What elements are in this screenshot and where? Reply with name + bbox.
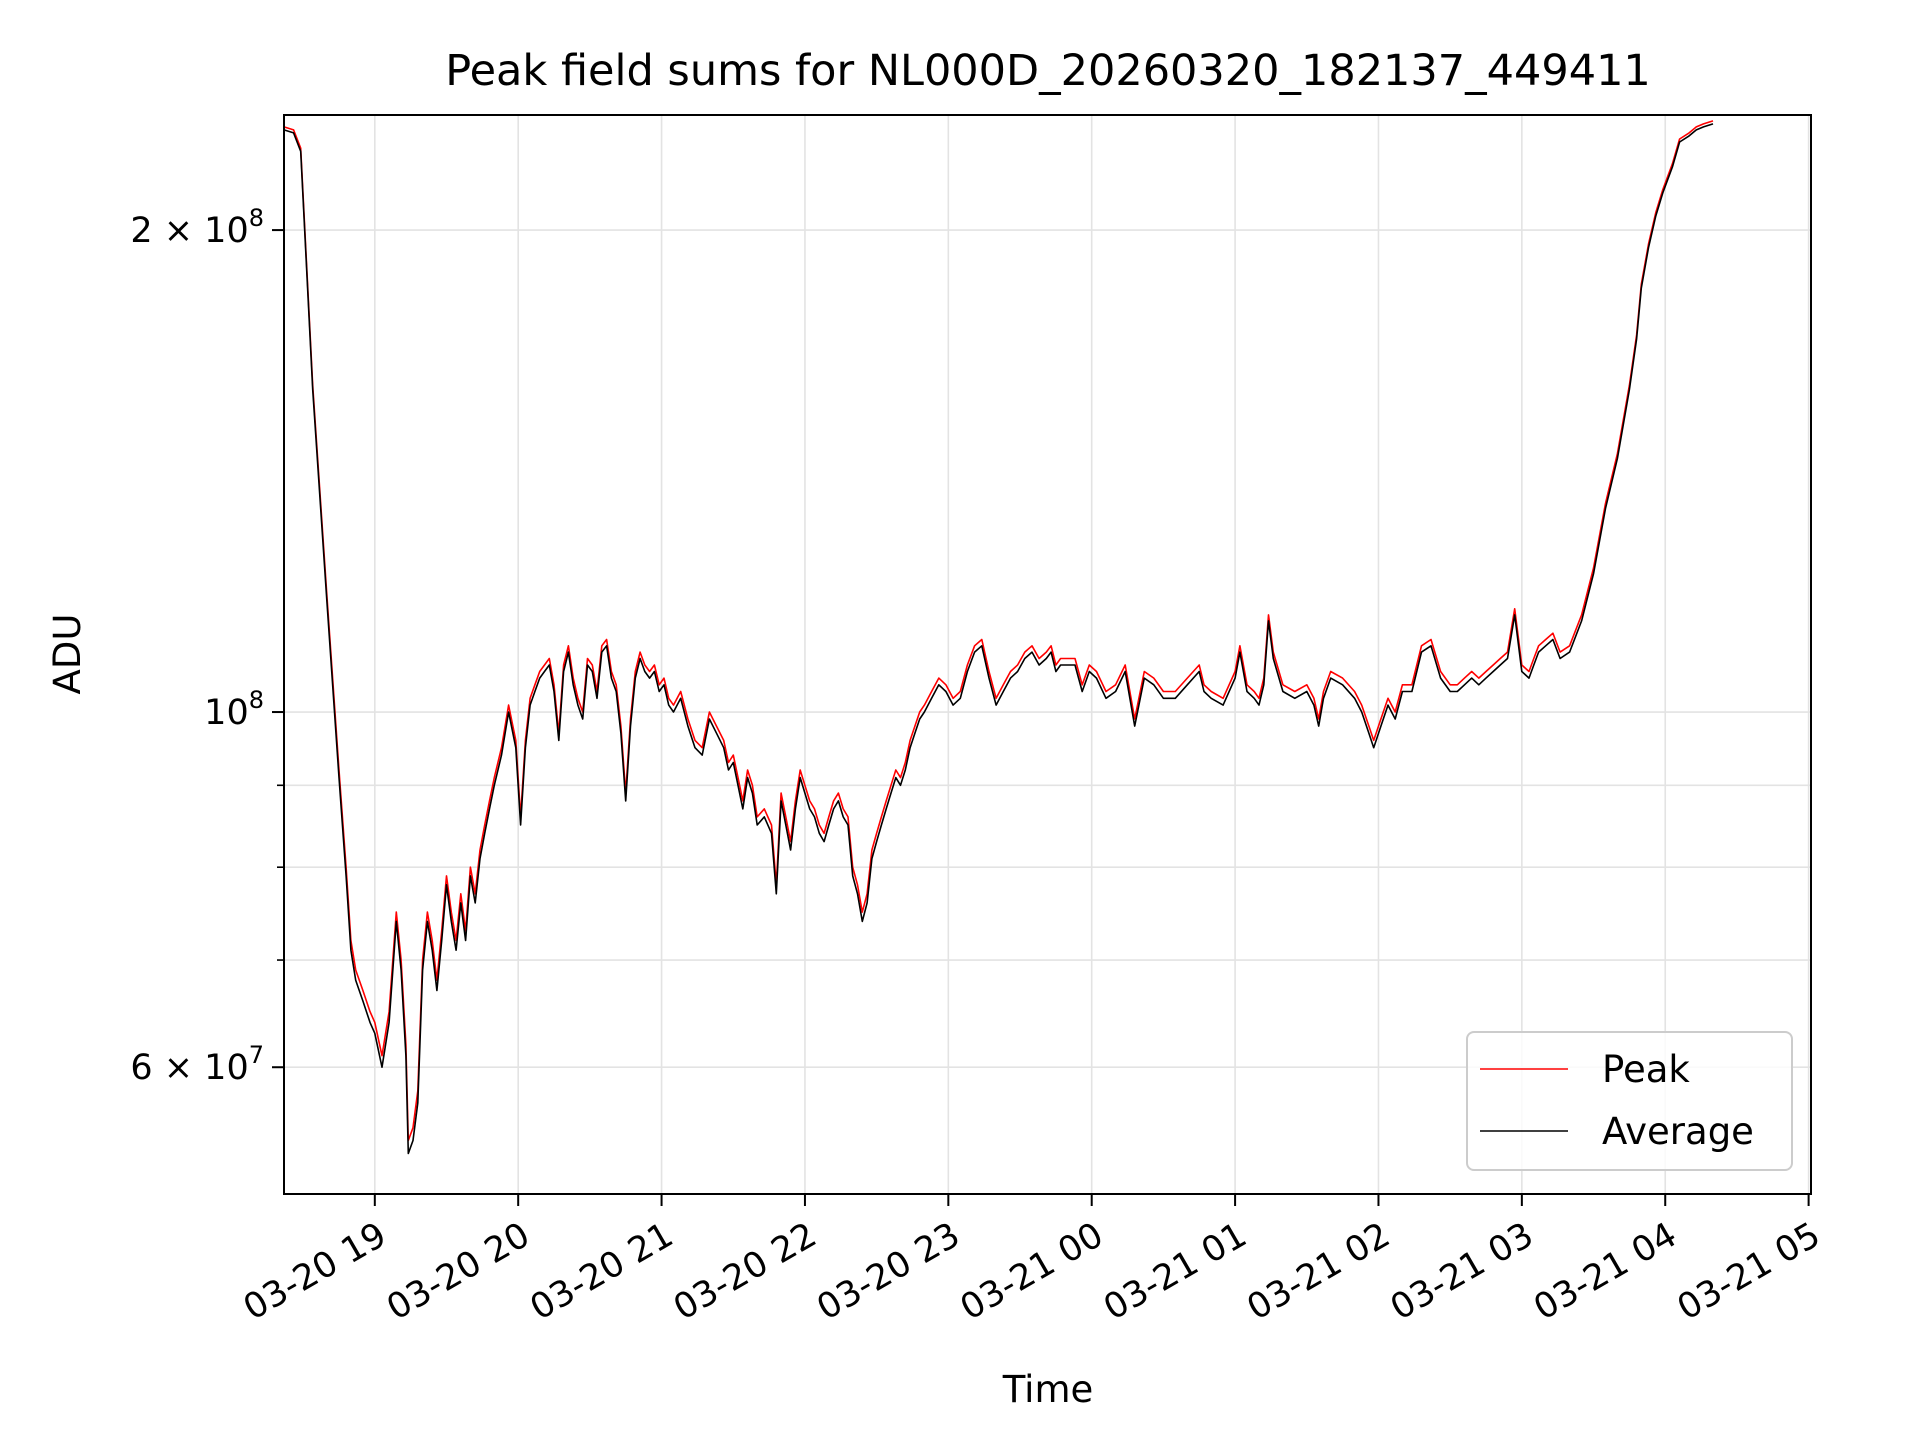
series-line-average: [283, 123, 1714, 1155]
legend-label-peak: Peak: [1602, 1048, 1690, 1091]
y-tick-base: 2 × 10: [130, 211, 248, 251]
y-tick-base: 10: [204, 693, 249, 733]
legend: Peak Average: [1466, 1031, 1793, 1171]
y-tick-label: 108: [204, 686, 264, 733]
y-tick-exponent: 8: [249, 686, 264, 714]
y-tick-exponent: 8: [249, 204, 264, 232]
y-axis-label: ADU: [46, 614, 89, 695]
y-tick-base: 6 × 10: [130, 1048, 248, 1088]
legend-box: [1466, 1031, 1793, 1171]
chart-title: Peak field sums for NL000D_20260320_1821…: [445, 46, 1651, 96]
grid-lines: [284, 115, 1811, 1194]
series-line-peak: [283, 120, 1714, 1142]
legend-label-average: Average: [1602, 1110, 1754, 1153]
plot-lines: [283, 120, 1714, 1155]
y-tick-label: 6 × 107: [130, 1041, 264, 1088]
y-tick-label: 2 × 108: [130, 204, 264, 251]
y-tick-exponent: 7: [249, 1041, 264, 1069]
plot-frame: [283, 114, 1812, 1195]
x-axis-label: Time: [1002, 1368, 1094, 1411]
